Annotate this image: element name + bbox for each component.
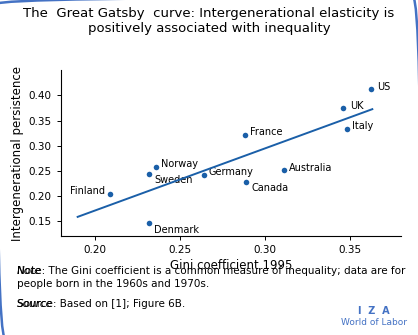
Text: US: US — [377, 82, 391, 92]
Text: Australia: Australia — [289, 163, 332, 173]
Point — [146, 172, 153, 177]
Text: Source: Source — [17, 299, 53, 309]
Point — [107, 191, 113, 197]
Text: Norway: Norway — [161, 159, 198, 169]
Text: Source: Based on [1]; Figure 6B.: Source: Based on [1]; Figure 6B. — [17, 299, 185, 309]
Point — [200, 173, 207, 178]
Text: Note: The Gini coefficient is a common measure of inequality; data are for
peopl: Note: The Gini coefficient is a common m… — [17, 266, 405, 289]
Y-axis label: Intergenerational persistence: Intergenerational persistence — [11, 66, 24, 241]
Point — [280, 168, 287, 173]
Point — [241, 132, 248, 137]
Point — [344, 126, 350, 131]
Text: Note: Note — [17, 266, 41, 276]
Text: Canada: Canada — [251, 183, 288, 193]
Point — [153, 164, 159, 170]
Text: Denmark: Denmark — [154, 225, 199, 234]
X-axis label: Gini coefficient 1995: Gini coefficient 1995 — [170, 259, 292, 272]
Text: France: France — [250, 127, 282, 137]
Text: positively associated with inequality: positively associated with inequality — [88, 22, 330, 35]
Text: UK: UK — [350, 100, 364, 111]
Text: Germany: Germany — [209, 168, 254, 177]
Point — [243, 179, 250, 185]
Point — [146, 220, 153, 226]
Text: I  Z  A: I Z A — [358, 306, 390, 316]
Text: Italy: Italy — [352, 121, 373, 131]
Text: World of Labor: World of Labor — [341, 318, 407, 327]
Point — [340, 105, 347, 110]
Text: Sweden: Sweden — [154, 176, 193, 185]
Point — [367, 86, 374, 91]
Text: Finland: Finland — [70, 187, 105, 196]
Text: The  Great Gatsby  curve: Intergenerational elasticity is: The Great Gatsby curve: Intergenerationa… — [23, 7, 395, 20]
